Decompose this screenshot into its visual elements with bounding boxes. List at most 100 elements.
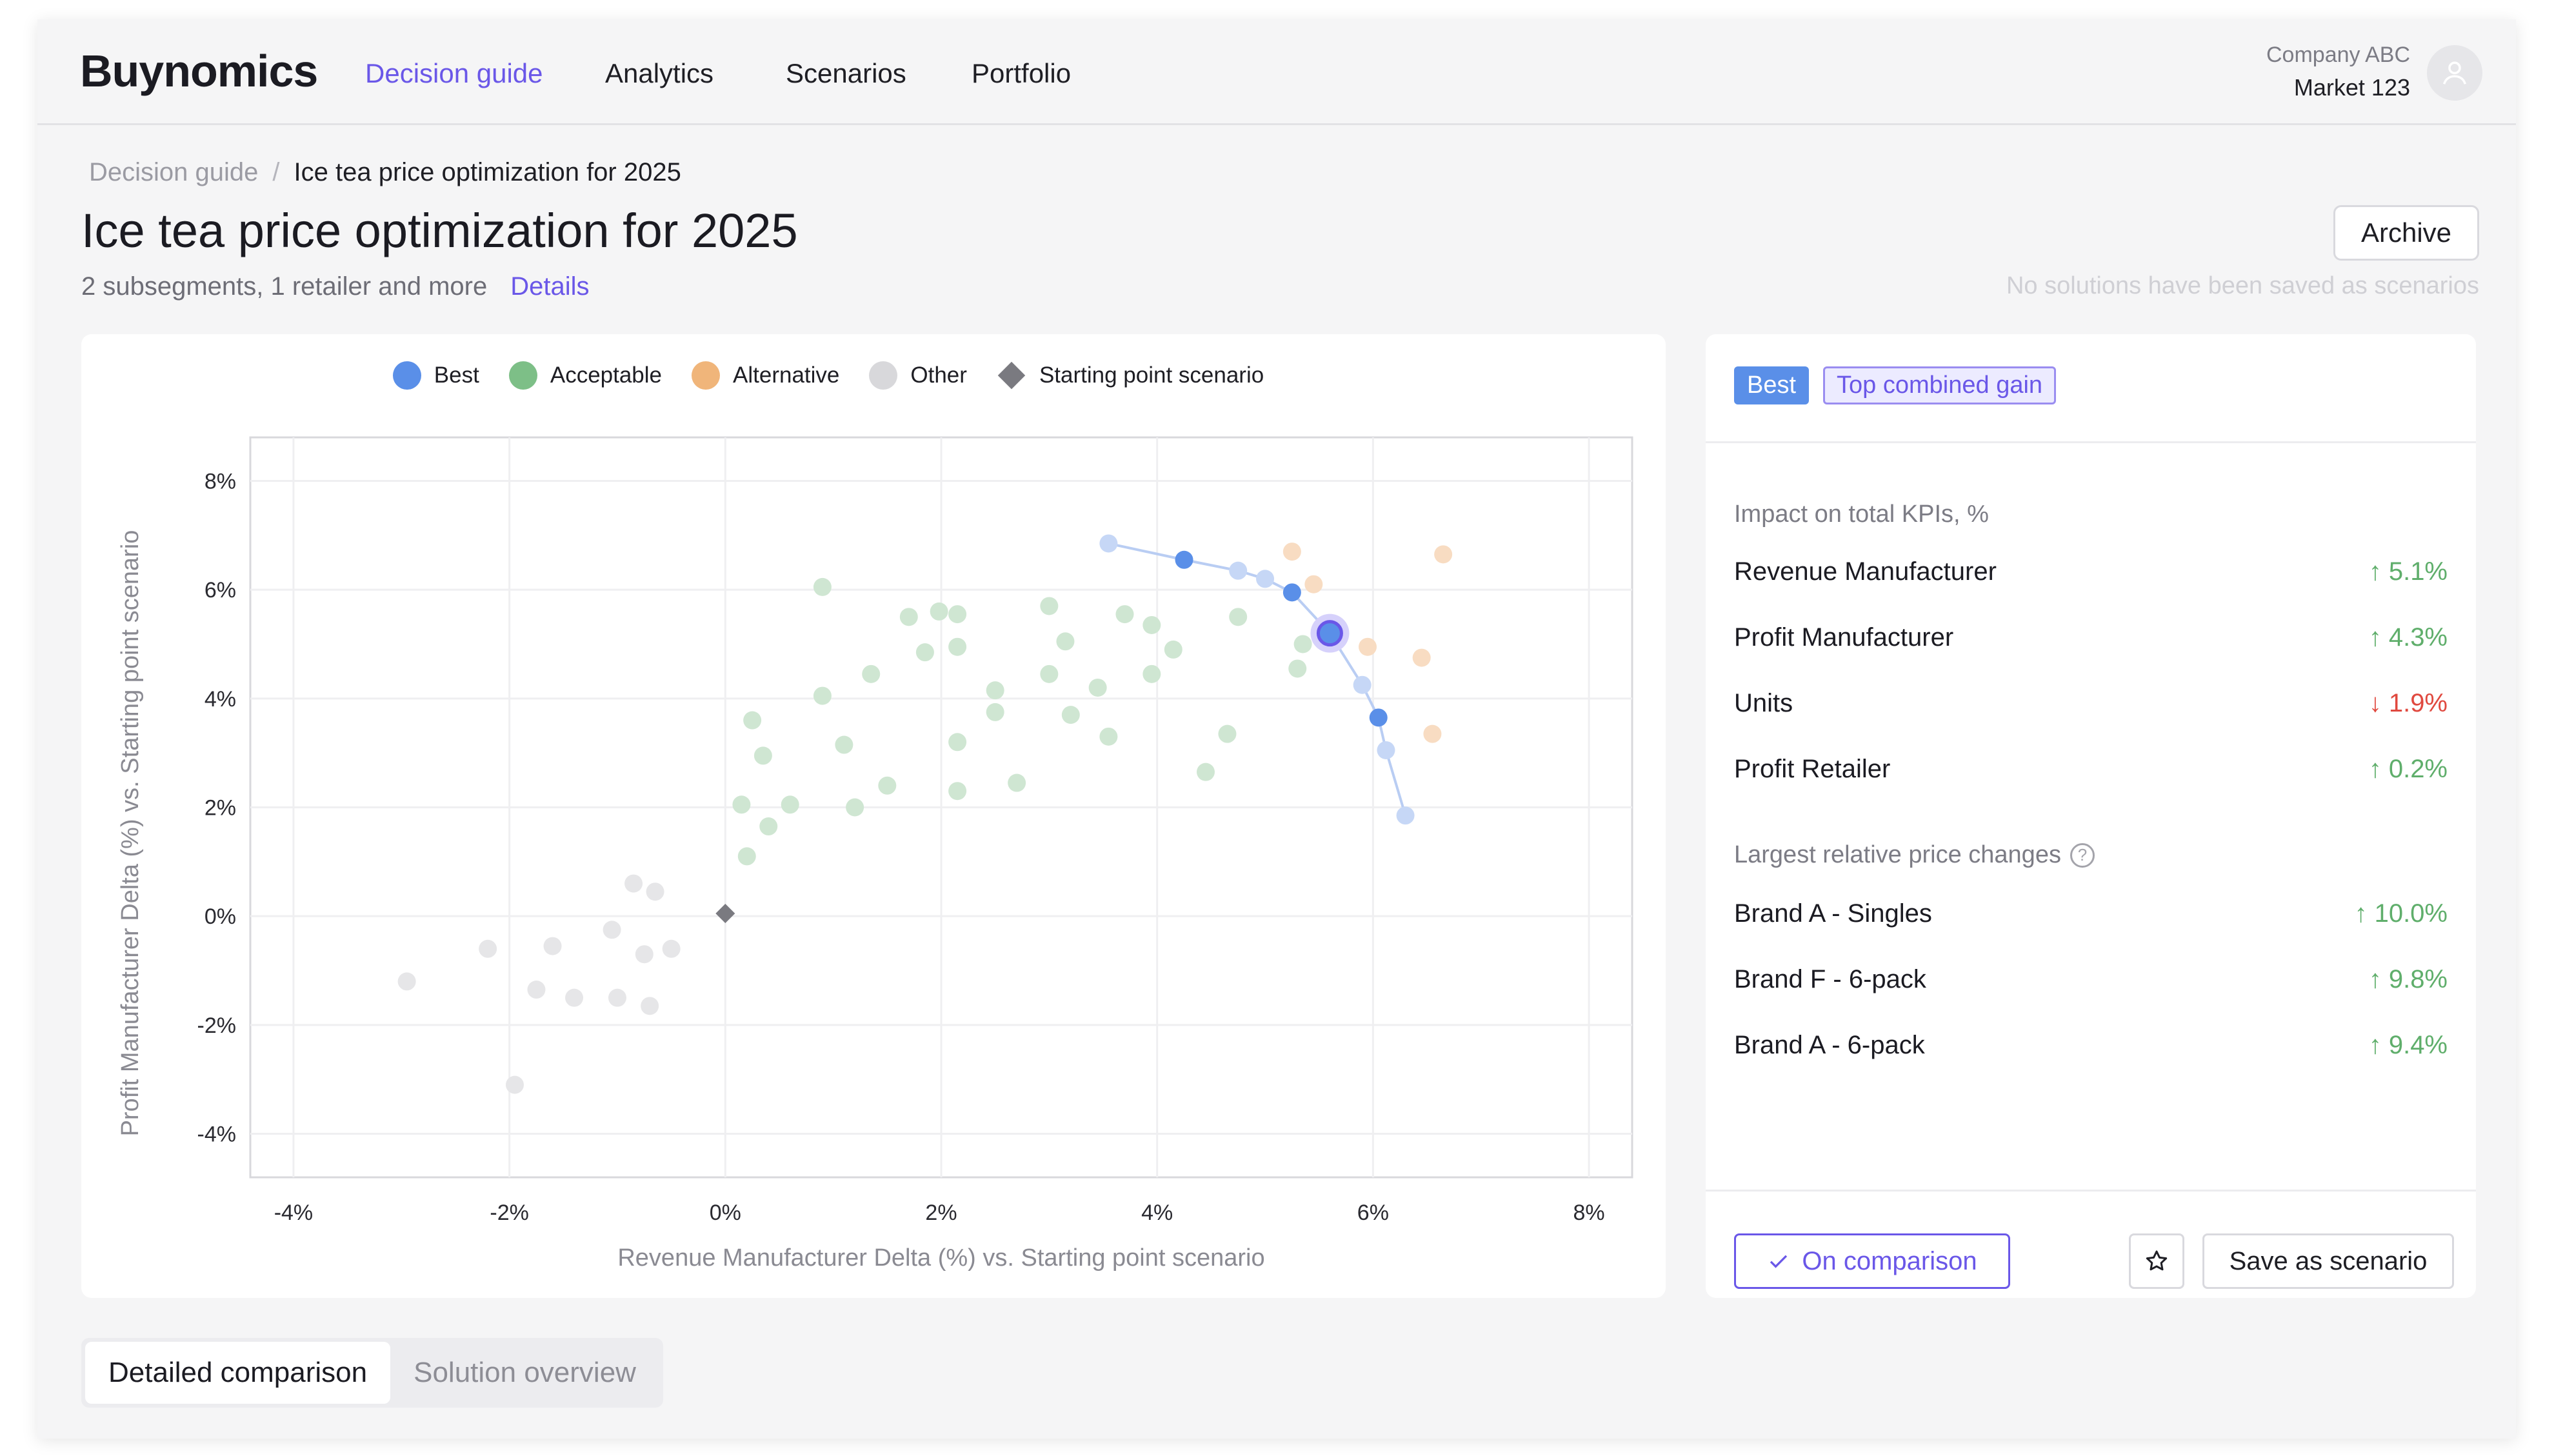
legend-other[interactable]: Other	[869, 361, 967, 390]
panel-footer-divider	[1706, 1190, 2476, 1192]
point-acceptable	[1142, 664, 1161, 683]
y-tick-label: 6%	[205, 578, 236, 603]
x-tick-label: -4%	[274, 1201, 313, 1225]
point-acceptable	[813, 577, 832, 596]
point-acceptable	[878, 776, 897, 795]
page-title: Ice tea price optimization for 2025	[81, 204, 798, 257]
kpi-label: Units	[1734, 689, 1793, 717]
point-other	[565, 988, 584, 1007]
top-navigation-bar: Buynomics Decision guide Analytics Scena…	[37, 19, 2516, 125]
point-acceptable	[813, 686, 832, 705]
help-icon[interactable]: ?	[2070, 843, 2095, 868]
app-window: Buynomics Decision guide Analytics Scena…	[37, 19, 2516, 1439]
y-tick-label: 4%	[205, 687, 236, 712]
legend-alternative[interactable]: Alternative	[692, 361, 839, 390]
price-change-label: Brand A - Singles	[1734, 899, 1932, 928]
legend-alternative-label: Alternative	[733, 363, 840, 388]
point-acceptable	[1293, 635, 1312, 653]
point-best	[1175, 550, 1193, 569]
kpi-row: Profit Manufacturer ↑ 4.3%	[1734, 623, 2448, 652]
point-best-faded	[1099, 534, 1118, 553]
details-link[interactable]: Details	[510, 272, 590, 301]
point-other	[641, 997, 659, 1015]
point-other	[543, 937, 562, 955]
legend-alternative-marker	[692, 361, 721, 390]
company-name: Company ABC	[2266, 43, 2410, 67]
price-change-label: Brand A - 6-pack	[1734, 1031, 1925, 1059]
point-alternative	[1359, 637, 1377, 656]
legend-best-marker	[392, 361, 421, 390]
point-other	[527, 981, 546, 999]
tab-solution-overview[interactable]: Solution overview	[414, 1357, 636, 1388]
page-subtitle: 2 subsegments, 1 retailer and more Detail…	[81, 272, 589, 301]
point-other	[479, 939, 497, 958]
kpi-label: Profit Retailer	[1734, 755, 1891, 783]
x-axis-label: Revenue Manufacturer Delta (%) vs. Start…	[617, 1244, 1264, 1272]
point-acceptable	[862, 664, 881, 683]
y-tick-label: 2%	[205, 796, 236, 821]
point-acceptable	[1164, 640, 1182, 659]
point-acceptable	[737, 847, 756, 866]
point-acceptable	[743, 711, 762, 730]
arrow-up-icon: ↑	[2368, 557, 2389, 586]
x-tick-label: 2%	[925, 1201, 957, 1225]
point-other	[646, 883, 664, 901]
nav-scenarios[interactable]: Scenarios	[786, 58, 906, 88]
subtitle-text: 2 subsegments, 1 retailer and more	[81, 272, 488, 301]
kpi-row: Units ↓ 1.9%	[1734, 689, 2448, 718]
kpi-value: ↑ 5.1%	[2368, 557, 2448, 586]
y-axis-label: Profit Manufacturer Delta (%) vs. Starti…	[117, 530, 144, 1137]
point-acceptable	[899, 608, 918, 626]
legend-best[interactable]: Best	[392, 361, 479, 390]
favorite-button[interactable]	[2129, 1233, 2184, 1289]
point-acceptable	[1196, 763, 1215, 781]
archive-button[interactable]: Archive	[2333, 205, 2479, 261]
legend-acceptable-label: Acceptable	[550, 363, 663, 388]
legend-other-marker	[869, 361, 898, 390]
starting-point-marker	[715, 903, 735, 923]
bottom-tabs: Detailed comparison Solution overview	[81, 1338, 663, 1408]
arrow-up-icon: ↑	[2368, 1031, 2389, 1059]
account-info[interactable]: Company ABC Market 123	[2266, 43, 2410, 101]
point-acceptable	[1056, 632, 1075, 651]
tab-detailed-comparison[interactable]: Detailed comparison	[85, 1342, 391, 1404]
x-tick-label: 0%	[710, 1201, 741, 1225]
star-icon	[2146, 1250, 2168, 1271]
y-tick-label: -4%	[197, 1122, 236, 1147]
point-best-faded	[1353, 675, 1372, 694]
nav-decision-guide[interactable]: Decision guide	[365, 58, 543, 88]
point-acceptable	[835, 735, 853, 754]
arrow-down-icon: ↓	[2368, 689, 2389, 717]
point-other	[608, 988, 626, 1007]
legend-other-label: Other	[910, 363, 967, 388]
point-acceptable	[1142, 615, 1161, 634]
point-acceptable	[1115, 605, 1134, 624]
legend-acceptable[interactable]: Acceptable	[508, 361, 663, 390]
save-as-scenario-button[interactable]: Save as scenario	[2202, 1233, 2454, 1289]
price-section-title: Largest relative price changes ?	[1734, 841, 2095, 869]
nav-portfolio[interactable]: Portfolio	[972, 58, 1072, 88]
legend-starting-point[interactable]: Starting point scenario	[997, 361, 1264, 390]
avatar[interactable]	[2427, 45, 2482, 101]
app-logo: Buynomics	[80, 46, 318, 96]
point-acceptable	[986, 681, 1004, 700]
point-acceptable	[930, 602, 948, 621]
kpi-row: Profit Retailer ↑ 0.2%	[1734, 755, 2448, 784]
point-acceptable	[759, 817, 778, 836]
best-frontier-line	[1108, 542, 1407, 816]
on-comparison-button[interactable]: On comparison	[1734, 1233, 2010, 1289]
scatter-plot[interactable]: -4% -2% 0% 2% 4% 6% 8% 8% 6% 4% 2% 0% -2% -4% Revenue …	[81, 334, 1666, 1298]
legend-best-label: Best	[434, 363, 479, 388]
point-acceptable	[1099, 727, 1118, 746]
point-acceptable	[1288, 659, 1307, 678]
price-change-value: ↑ 9.8%	[2368, 965, 2448, 993]
breadcrumb-root[interactable]: Decision guide	[89, 158, 259, 186]
point-acceptable	[846, 798, 864, 817]
x-tick-label: 8%	[1573, 1201, 1604, 1225]
point-acceptable	[1218, 724, 1237, 743]
point-acceptable	[1040, 597, 1059, 615]
y-tick-label: 8%	[205, 469, 236, 494]
point-acceptable	[1229, 608, 1248, 626]
kpi-value: ↑ 0.2%	[2368, 755, 2448, 783]
nav-analytics[interactable]: Analytics	[605, 58, 714, 88]
